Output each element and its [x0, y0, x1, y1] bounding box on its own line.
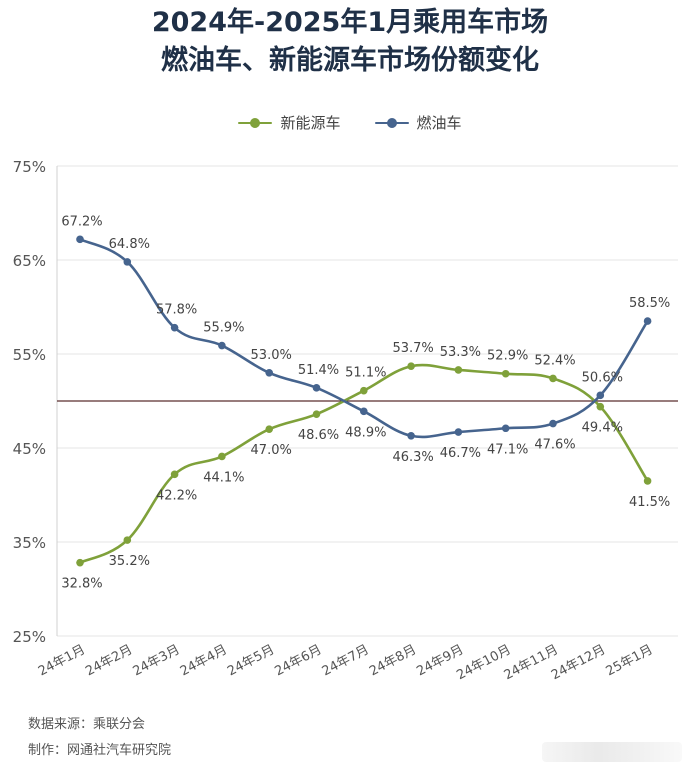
x-tick-label: 24年12月 — [549, 642, 608, 683]
data-point-ice — [170, 323, 179, 332]
legend-item-nev: 新能源车 — [238, 112, 341, 133]
watermark — [542, 742, 682, 762]
data-label-nev: 41.5% — [629, 495, 670, 510]
y-tick-label: 55% — [13, 346, 46, 364]
data-point-ice — [501, 424, 510, 433]
data-point-nev — [170, 470, 179, 479]
chart-legend: 新能源车 燃油车 — [0, 112, 700, 133]
data-label-nev: 52.4% — [534, 353, 575, 368]
x-tick-label: 24年5月 — [225, 642, 277, 679]
x-tick-label: 24年3月 — [131, 642, 183, 679]
y-tick-label: 75% — [13, 158, 46, 176]
legend-label-ice: 燃油车 — [416, 114, 462, 132]
data-label-nev: 47.0% — [251, 443, 292, 458]
producer-note: 制作：网通社汽车研究院 — [28, 743, 172, 758]
data-label-ice: 50.6% — [582, 370, 623, 385]
data-label-nev: 52.9% — [487, 349, 528, 364]
data-point-nev — [76, 558, 84, 567]
data-point-nev — [312, 410, 321, 418]
data-point-ice — [549, 419, 557, 428]
data-label-nev: 42.2% — [156, 488, 197, 503]
data-label-ice: 67.2% — [61, 214, 102, 229]
data-label-ice: 55.9% — [203, 321, 244, 336]
data-point-ice — [218, 341, 226, 350]
data-label-ice: 51.4% — [298, 363, 339, 378]
x-tick-label: 24年7月 — [320, 642, 372, 679]
data-point-nev — [454, 366, 463, 374]
data-label-ice: 47.6% — [534, 438, 575, 453]
data-point-nev — [549, 374, 557, 383]
y-tick-label: 45% — [13, 440, 46, 458]
data-label-ice: 47.1% — [487, 442, 528, 457]
data-label-nev: 35.2% — [109, 554, 150, 569]
data-point-nev — [123, 536, 132, 544]
series-line-ice — [78, 238, 649, 439]
legend-item-ice: 燃油车 — [374, 112, 462, 133]
data-point-nev — [360, 386, 368, 395]
data-label-ice: 53.0% — [251, 348, 292, 363]
x-tick-label: 24年1月 — [36, 642, 88, 679]
data-point-nev — [218, 452, 226, 461]
data-point-ice — [454, 428, 463, 436]
legend-label-nev: 新能源车 — [280, 114, 341, 132]
data-point-nev — [596, 402, 605, 411]
y-tick-label: 35% — [13, 534, 46, 552]
data-label-nev: 48.6% — [298, 428, 339, 443]
data-label-nev: 44.1% — [203, 470, 244, 485]
data-point-ice — [407, 431, 415, 440]
y-tick-label: 65% — [13, 252, 46, 270]
data-label-nev: 53.3% — [440, 345, 481, 360]
data-point-nev — [501, 369, 510, 378]
data-source-note: 数据来源：乘联分会 — [28, 717, 146, 732]
data-label-ice: 48.9% — [345, 425, 386, 440]
legend-swatch-nev — [238, 117, 273, 129]
chart-title-line1: 2024年-2025年1月乘用车市场 — [151, 7, 549, 38]
data-label-ice: 57.8% — [156, 303, 197, 318]
data-label-nev: 49.4% — [582, 421, 623, 436]
legend-swatch-ice — [374, 117, 409, 129]
data-label-ice: 46.7% — [440, 446, 481, 461]
data-point-nev — [265, 425, 274, 434]
data-label-nev: 51.1% — [345, 366, 386, 381]
x-tick-label: 25年1月 — [604, 642, 656, 679]
x-tick-label: 24年2月 — [83, 642, 135, 679]
series-line-nev — [78, 363, 649, 564]
data-label-ice: 64.8% — [109, 237, 150, 252]
data-point-ice — [76, 235, 84, 244]
y-tick-label: 25% — [13, 628, 46, 646]
chart-title-line2: 燃油车、新能源车市场份额变化 — [161, 45, 539, 76]
x-tick-label: 24年4月 — [178, 642, 230, 679]
data-point-nev — [643, 477, 652, 485]
x-tick-label: 24年8月 — [367, 642, 419, 679]
data-label-nev: 53.7% — [392, 341, 433, 356]
x-tick-label: 24年6月 — [272, 642, 324, 679]
data-point-ice — [596, 391, 605, 400]
data-label-nev: 32.8% — [61, 577, 102, 592]
data-point-ice — [123, 258, 132, 266]
data-point-ice — [265, 369, 274, 377]
line-chart: 25%35%45%55%65%75%24年1月24年2月24年3月24年4月24… — [13, 158, 678, 683]
data-label-ice: 46.3% — [392, 450, 433, 465]
data-label-ice: 58.5% — [629, 296, 670, 311]
data-point-ice — [643, 317, 652, 325]
data-point-ice — [312, 384, 321, 392]
data-point-nev — [407, 362, 415, 371]
data-point-ice — [360, 407, 368, 416]
